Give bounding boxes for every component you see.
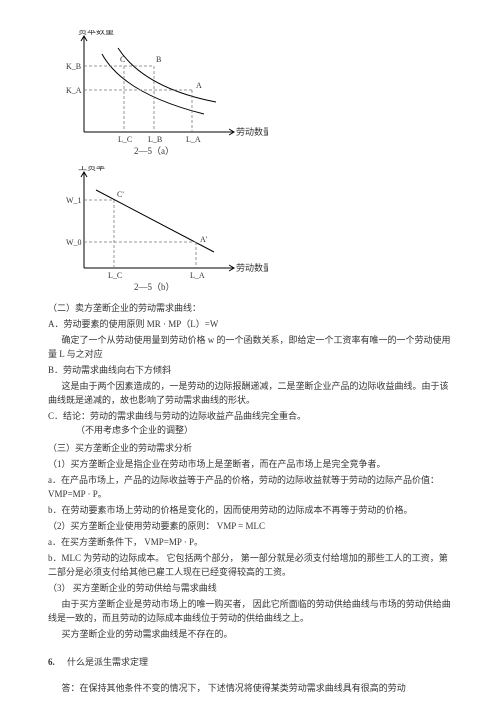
chart-b-lc: L_C — [108, 271, 122, 280]
chart-a-caption: 2—5（a） — [134, 146, 174, 156]
answer-line: 答：在保持其他条件不变的情况下， 下述情况将使得某类劳动需求曲线具有很高的劳动 — [48, 682, 452, 696]
chart-a-svg: 资本数量 劳动数量 C B A K_B K_A L_C L_B L_A 2—5（… — [48, 30, 268, 158]
chart-a-xlabel: 劳动数量 — [236, 126, 268, 137]
line-10: b．在劳动要素市场上劳动的价格是变化的，因而使用劳动的边际成本不再等于劳动的价格… — [48, 504, 452, 518]
chart-a-pt-a: A — [196, 81, 202, 90]
line-3: 确定了一个从劳动使用量到劳动价格 w 的一个函数关系，即给定一个工资率有唯一的一… — [48, 334, 452, 362]
line-12: a．在买方垄断条件下， VMP=MP · P。 — [48, 536, 452, 550]
chart-b-pt-a: A' — [200, 235, 208, 244]
q6-number: 6. — [48, 657, 55, 667]
line-2: A．劳动要素的使用原则 MR · MP（L）=W — [48, 318, 452, 332]
chart-a-container: 资本数量 劳动数量 C B A K_B K_A L_C L_B L_A 2—5（… — [48, 30, 452, 158]
line-9: a．在产品市场上，产品的边际收益等于产品的价格，劳动的边际收益就等于劳动的边际产… — [48, 474, 452, 502]
chart-a-ka: K_A — [66, 86, 82, 95]
chart-b-svg: 工资率 劳动数量 C' A' W_1 W_0 L_C L_A 2—5（b） — [48, 166, 268, 294]
chart-b-w1: W_1 — [66, 196, 82, 205]
chart-a-pt-b: B — [156, 55, 161, 64]
line-8: （1）买方垄断企业是指企业在劳动市场上是垄断者，而在产品市场上是完全竞争者。 — [48, 458, 452, 472]
line-16: 买方垄断企业的劳动需求曲线是不存在的。 — [48, 628, 452, 642]
line-13: b．MLC 为劳动的边际成本。 它包括两个部分， 第一部分就是必须支付给增加的那… — [48, 552, 452, 580]
body-text: （二）卖方垄断企业的劳动需求曲线： A．劳动要素的使用原则 MR · MP（L）… — [48, 302, 452, 696]
line-6a: C．结论：劳动的需求曲线与劳动的边际收益产品曲线完全重合。 — [48, 411, 306, 421]
line-4: B．劳动需求曲线向右下方倾斜 — [48, 364, 452, 378]
line-7: （三）买方垄断企业的劳动需求分析 — [48, 442, 452, 456]
chart-b-w0: W_0 — [66, 238, 82, 247]
q6-text: 什么是派生需求定理 — [67, 657, 148, 667]
chart-a-lb: L_B — [148, 135, 162, 144]
chart-a-pt-c: C — [120, 55, 125, 64]
line-6b: （不用考虑多个企业的调整） — [76, 425, 193, 435]
line-15: 由于买方垄断企业是劳动市场上的唯一购买者， 因此它所面临的劳动供给曲线与市场的劳… — [48, 598, 452, 626]
chart-a-la: L_A — [186, 135, 201, 144]
chart-b-pt-c: C' — [117, 190, 124, 199]
chart-b-la: L_A — [190, 271, 205, 280]
chart-b-ylabel: 工资率 — [78, 166, 105, 172]
line-1: （二）卖方垄断企业的劳动需求曲线： — [48, 302, 452, 316]
chart-a-kb: K_B — [66, 62, 81, 71]
chart-b-caption: 2—5（b） — [134, 282, 175, 292]
line-11: （2）买方垄断企业使用劳动要素的原则： VMP = MLC — [48, 520, 452, 534]
chart-b-xlabel: 劳动数量 — [236, 262, 268, 273]
line-14: （3） 买方垄断企业的劳动供给与需求曲线 — [48, 582, 452, 596]
line-6: C．结论：劳动的需求曲线与劳动的边际收益产品曲线完全重合。 （不用考虑多个企业的… — [48, 410, 452, 438]
question-6: 6. 什么是派生需求定理 — [48, 656, 452, 670]
chart-b-container: 工资率 劳动数量 C' A' W_1 W_0 L_C L_A 2—5（b） — [48, 166, 452, 294]
line-5: 这是由于两个因素造成的，一是劳动的边际报酬递减，二是垄断企业产品的边际收益曲线。… — [48, 380, 452, 408]
chart-a-ylabel: 资本数量 — [78, 30, 114, 36]
chart-a-lc: L_C — [118, 135, 132, 144]
